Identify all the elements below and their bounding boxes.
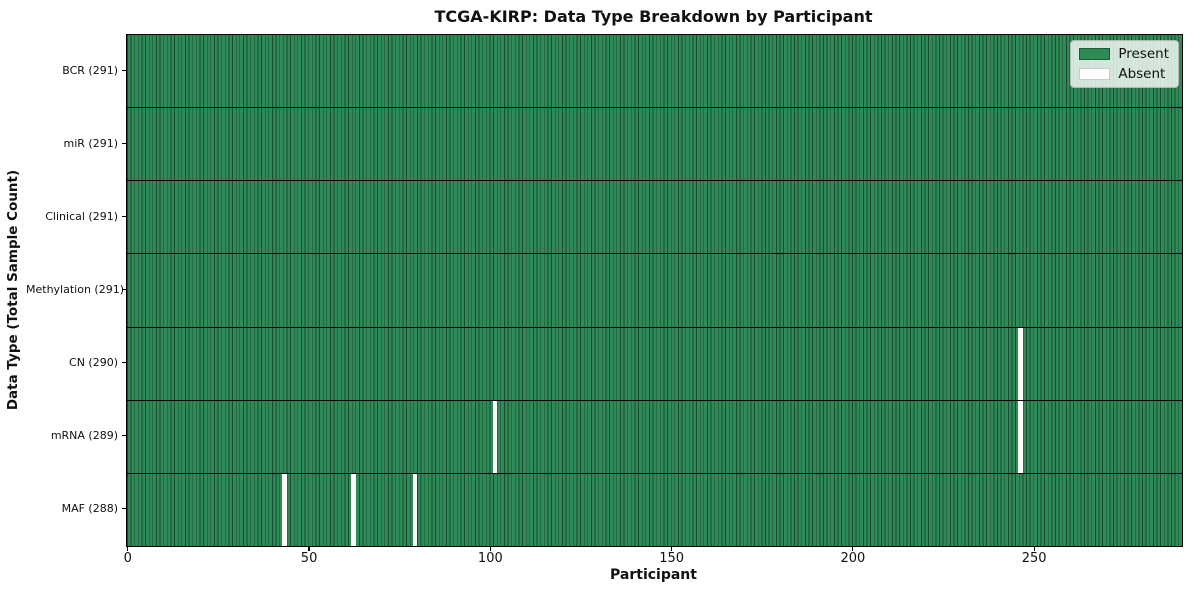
xtick-label-150: 150 [659, 551, 685, 566]
absent-bar [351, 473, 356, 546]
ytick-label-mrna: mRNA (289) [50, 428, 118, 442]
ytick-label-bcr: BCR (291) [62, 63, 118, 77]
absent-bar [282, 473, 287, 546]
xtick-label-250: 250 [1021, 551, 1047, 566]
xtick-label-0: 0 [123, 551, 132, 566]
y-axis-label: Data Type (Total Sample Count) [5, 169, 21, 411]
heatmap-rows [127, 35, 1182, 546]
xtick-mark [127, 546, 129, 551]
absent-bar [412, 473, 418, 546]
ytick-mark [121, 362, 126, 364]
heatmap-row-methylation [127, 254, 1182, 328]
ytick-label-cn: CN (290) [69, 355, 118, 369]
xtick-label-100: 100 [477, 551, 503, 566]
xtick-label-50: 50 [300, 551, 318, 566]
xtick-mark [489, 546, 491, 551]
xtick-mark [1033, 546, 1035, 551]
heatmap-row-clinical [127, 181, 1182, 255]
xtick-label-200: 200 [840, 551, 866, 566]
absent-bar [1018, 327, 1023, 400]
ytick-label-mir: miR (291) [63, 136, 119, 150]
ytick-mark [121, 143, 126, 145]
absent-swatch-icon [1079, 68, 1111, 80]
heatmap-row-cn [127, 327, 1182, 401]
heatmap-row-mir [127, 108, 1182, 182]
ytick-label-clinical: Clinical (291) [45, 209, 118, 223]
plot-area: Present Absent [126, 34, 1183, 547]
ytick-mark [121, 289, 126, 291]
legend-item-present: Present [1079, 47, 1169, 61]
chart-title: TCGA-KIRP: Data Type Breakdown by Partic… [434, 7, 873, 26]
legend-item-absent: Absent [1079, 67, 1169, 81]
heatmap-row-maf [127, 473, 1182, 546]
legend: Present Absent [1070, 40, 1179, 88]
xtick-mark [308, 546, 310, 551]
ytick-mark [121, 435, 126, 437]
present-swatch-icon [1079, 48, 1111, 60]
ytick-mark [121, 216, 126, 218]
absent-bar [492, 400, 498, 473]
xtick-mark [852, 546, 854, 551]
heatmap-row-bcr [127, 35, 1182, 109]
xtick-mark [671, 546, 673, 551]
heatmap-row-mrna [127, 400, 1182, 474]
absent-bar [1018, 400, 1023, 473]
ytick-label-methylation: Methylation (291) [26, 282, 124, 296]
x-axis-label: Participant [610, 567, 697, 583]
ytick-mark [121, 70, 126, 72]
ytick-mark [121, 508, 126, 510]
ytick-label-maf: MAF (288) [61, 501, 118, 515]
legend-label-present: Present [1118, 46, 1169, 62]
legend-label-absent: Absent [1118, 66, 1166, 82]
